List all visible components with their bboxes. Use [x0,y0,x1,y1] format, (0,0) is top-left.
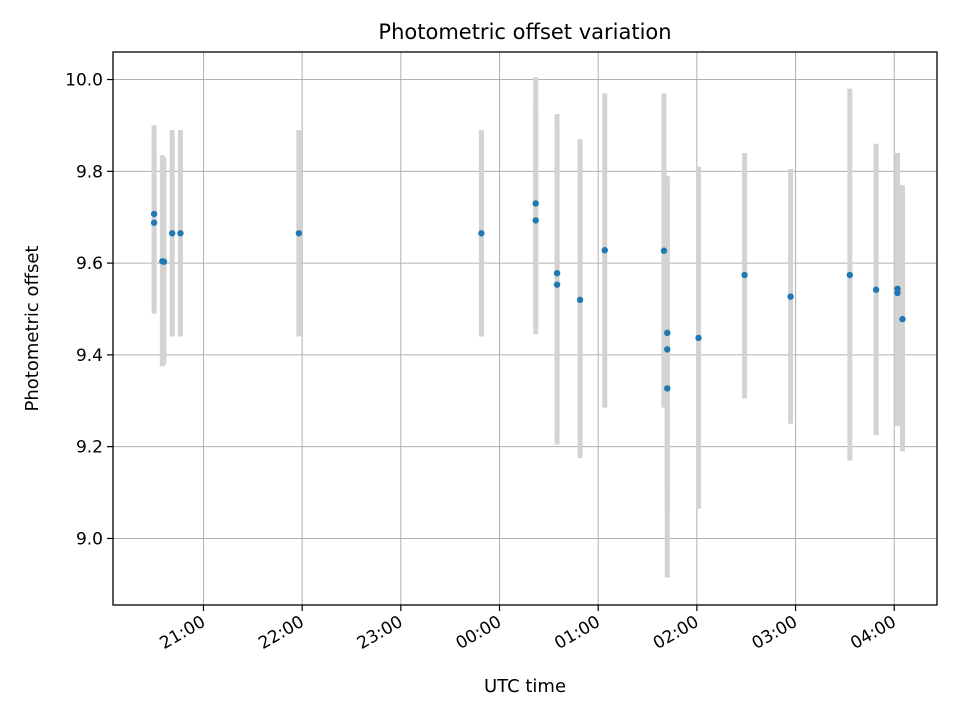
data-point [664,346,671,353]
plot-frame [112,51,938,606]
y-tick-label: 9.8 [76,162,103,182]
y-tick-label: 9.0 [76,529,103,549]
data-point [695,334,702,342]
data-point [576,296,584,304]
data-point [660,247,668,254]
x-tick-label: 00:00 [453,612,505,654]
error-bars [151,77,905,578]
data-points [150,200,906,392]
x-tick-label: 23:00 [354,612,406,654]
data-point [601,247,608,254]
data-point [295,230,303,237]
x-tick-label: 02:00 [650,612,702,654]
data-point [169,230,176,237]
data-point [553,281,561,288]
data-point [150,210,158,218]
data-point [478,230,485,237]
data-point [532,217,539,224]
data-point [532,200,539,207]
data-point [899,315,906,323]
data-point [160,258,168,265]
y-tick-label: 10.0 [65,71,103,91]
data-point [846,271,854,279]
data-point [664,329,671,337]
x-axis-ticks: 21:00 22:00 23:00 00:00 01:00 02:00 03:00 04:00 [157,605,900,654]
data-point [787,293,794,300]
data-point [741,271,748,279]
gridlines [113,52,937,605]
data-point [664,385,671,392]
data-point [872,286,880,293]
y-axis-label: Photometric offset [22,246,43,412]
y-tick-label: 9.6 [76,254,103,274]
data-point [553,270,561,277]
chart-title: Photometric offset variation [378,20,671,44]
x-tick-label: 03:00 [749,612,801,654]
data-point [150,219,158,226]
x-tick-label: 04:00 [847,612,899,654]
x-tick-label: 01:00 [551,612,603,654]
y-axis-ticks: 9.0 9.2 9.4 9.6 9.8 10.0 [65,71,113,549]
x-axis-label: UTC time [484,676,566,697]
x-tick-label: 22:00 [255,612,307,654]
y-tick-label: 9.4 [76,346,103,366]
x-tick-label: 21:00 [157,612,209,654]
y-tick-label: 9.2 [76,438,103,458]
data-point [177,230,184,237]
data-point [894,289,901,297]
